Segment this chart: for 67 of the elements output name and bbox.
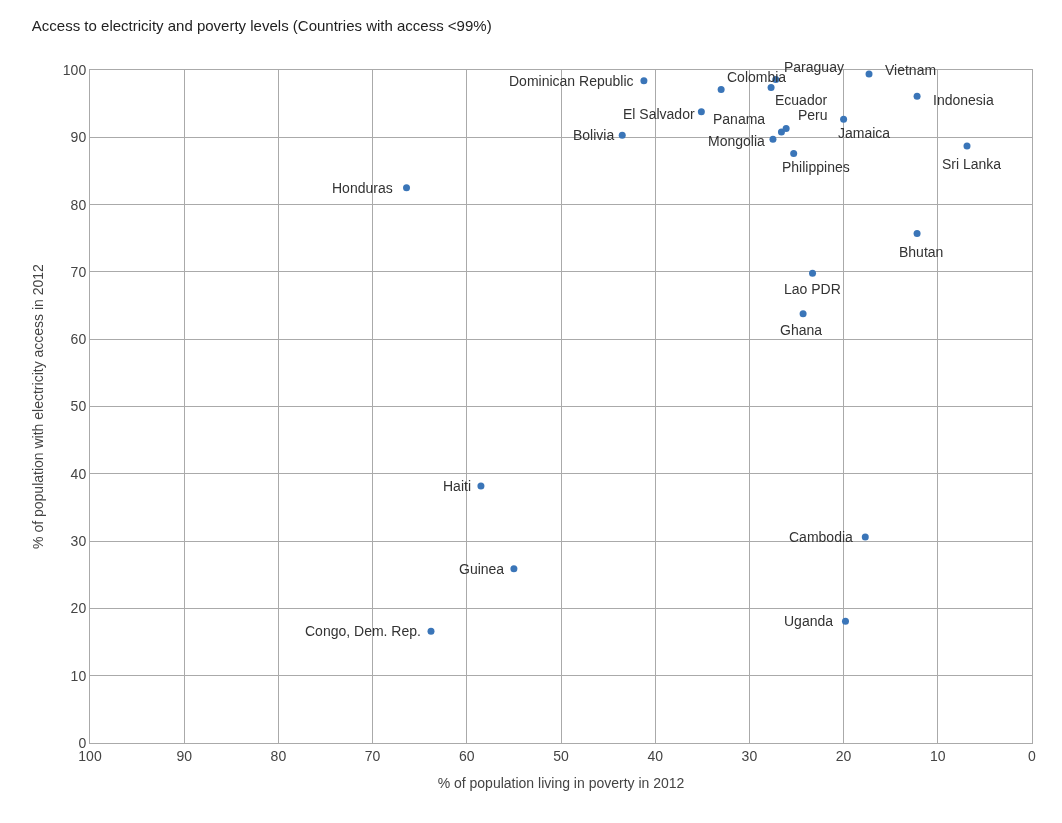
y-tick-label: 50 — [70, 398, 87, 415]
annotation: Peru — [798, 107, 828, 123]
annotation: Jamaica — [838, 125, 891, 141]
annotation: Vietnam — [885, 62, 937, 78]
annotation: Dominican Republic — [509, 73, 634, 89]
annotation: Bhutan — [899, 244, 944, 260]
annotation: Guinea — [459, 561, 505, 577]
point — [717, 86, 725, 94]
x-axis-title: % of population living in poverty in 2012 — [437, 775, 685, 792]
y-tick-label: 20 — [70, 600, 87, 617]
point — [799, 310, 807, 318]
x-tick-label: 70 — [364, 747, 381, 764]
point — [618, 131, 626, 139]
x-tick-label: 40 — [647, 747, 664, 764]
x-tick-label: 20 — [835, 747, 852, 764]
point — [640, 77, 648, 85]
y-tick-label: 70 — [70, 263, 87, 280]
annotation: Mongolia — [708, 133, 766, 149]
point — [913, 230, 921, 238]
x-tick-label: 60 — [459, 747, 475, 764]
annotation: Sri Lanka — [942, 156, 1002, 172]
chart-title: Access to electricity and poverty levels (Countries with access <99%) — [31, 17, 492, 35]
y-tick-label: 0 — [78, 734, 87, 751]
annotation: Honduras — [332, 180, 393, 196]
point — [809, 269, 817, 277]
x-tick-label: 80 — [270, 747, 287, 764]
point — [427, 627, 435, 635]
y-tick-label: 40 — [70, 465, 87, 482]
x-tick-label: 90 — [176, 747, 193, 764]
point — [767, 84, 775, 91]
y-tick-label: 90 — [70, 129, 87, 146]
annotation: Haiti — [443, 478, 472, 494]
annotation: El Salvador — [623, 106, 695, 122]
point — [963, 142, 971, 150]
point — [840, 115, 848, 123]
x-tick-label: 50 — [553, 747, 569, 764]
annotation: Paraguay — [784, 59, 844, 75]
x-tick-label: 0 — [1028, 747, 1037, 764]
annotation: Indonesia — [933, 92, 994, 108]
annotation: Philippines — [782, 159, 850, 175]
x-tick-label: 10 — [930, 747, 946, 764]
annotation: Ghana — [780, 322, 823, 338]
annotation: Uganda — [784, 613, 834, 629]
y-axis-title: % of population with electricity access in 2012 — [30, 263, 47, 549]
point — [865, 70, 873, 78]
point — [841, 617, 849, 625]
y-tick-label: 60 — [70, 331, 87, 348]
annotation: Lao PDR — [784, 281, 841, 297]
y-tick-label: 30 — [70, 533, 87, 549]
annotation: Ecuador — [775, 92, 828, 108]
point — [403, 184, 411, 192]
point — [510, 565, 518, 573]
annotation: Congo, Dem. Rep. — [305, 623, 421, 639]
annotation: Panama — [713, 111, 766, 127]
y-tick-label: 80 — [70, 196, 87, 213]
point — [790, 149, 798, 157]
y-tick-label: 10 — [70, 667, 87, 684]
point — [782, 125, 790, 133]
point — [477, 482, 485, 490]
annotation: Cambodia — [789, 529, 854, 545]
point — [697, 108, 705, 116]
y-tick-label: 100 — [62, 61, 87, 78]
point — [913, 92, 921, 100]
point — [861, 533, 869, 541]
x-tick-label: 30 — [741, 747, 758, 764]
point — [769, 135, 777, 143]
annotation: Bolivia — [573, 127, 615, 143]
